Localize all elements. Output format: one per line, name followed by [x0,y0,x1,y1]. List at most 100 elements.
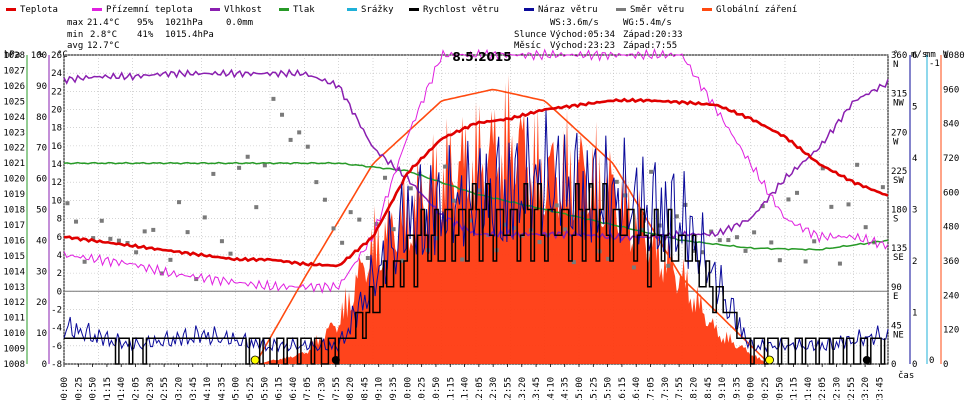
tick-label-degc: -6 [51,342,62,352]
time-tick-label: 11:15 [446,377,456,400]
tick-label-pct: 40 [36,236,47,246]
tick-label-degc: 8 [57,215,62,225]
wind-direction-point [134,250,139,255]
axis-unit-mm: mm [925,50,936,60]
wind-direction-point [219,239,224,244]
time-tick-label: 18:20 [689,377,699,400]
tick-label-pct: 70 [36,144,47,154]
tick-label-ms: 4 [912,154,917,164]
time-tick-label: 17:05 [647,377,657,400]
tick-label-hpa: 1020 [3,175,25,185]
wind-direction-point [709,229,714,234]
stat-max-label: max [67,18,84,28]
wind-direction-point [331,226,336,231]
sunrise-marker [250,355,260,365]
wind-direction-point [837,261,842,266]
wind-direction-point [752,230,757,235]
time-tick-label: 22:55 [847,377,857,400]
wind-direction-point [631,265,636,270]
wind-direction-point [468,218,473,223]
wind-direction-point [606,256,611,261]
moon-set: Západ:7:55 [623,41,677,51]
stat-min-temp: 2.8°C [90,30,117,40]
tick-label-pct: 20 [36,298,47,308]
stat-avg-label: avg [67,41,83,51]
wind-direction-point [760,204,765,209]
wind-direction-point [340,240,345,245]
wind-direction-point [262,163,267,168]
tick-label-direction: 180 [891,206,907,216]
axis-unit-wm2: W [943,50,949,60]
stat-max-hum: 95% [137,18,154,28]
tick-label-compass: SE [893,253,904,263]
time-tick-label: 12:55 [503,377,513,400]
time-tick-label: 17:30 [661,377,671,400]
time-tick-label: 10:25 [418,377,428,400]
tick-label-direction: 270 [891,128,907,138]
time-tick-label: 03:20 [174,377,184,400]
wind-direction-point [666,263,671,268]
tick-label-degc: 2 [57,269,62,279]
wind-direction-point [185,230,190,235]
time-tick-label: 02:30 [146,377,156,400]
tick-label-hpa: 1010 [3,329,25,339]
axis-unit-pct: % [38,50,44,60]
tick-label-direction: 225 [891,167,907,177]
tick-label-compass: N [893,60,898,70]
tick-label-compass: E [893,292,898,302]
tick-label-ms: 0 [912,360,917,370]
legend-swatch [616,8,626,11]
wind-direction-point [795,190,800,195]
tick-label-wm2: 720 [943,154,959,164]
time-tick-label: 05:00 [232,377,242,400]
legend-label: Srážky [361,5,394,15]
wind-direction-point [271,96,276,101]
tick-label-hpa: 1012 [3,298,25,308]
wind-direction-point [228,251,233,256]
wind-direction-point [357,217,362,222]
stat-min-hum: 41% [137,30,154,40]
tick-label-hpa: 1015 [3,252,25,262]
time-tick-label: 00:50 [89,377,99,400]
tick-label-mm: 0 [929,356,934,366]
tick-label-compass: NW [893,99,904,109]
tick-label-pct: 50 [36,206,47,216]
time-tick-label: 13:45 [532,377,542,400]
wind-direction-point [734,235,739,240]
wind-direction-point [305,144,310,149]
time-tick-label: 20:50 [775,377,785,400]
tick-label-hpa: 1009 [3,345,25,355]
wind-direction-point [211,171,216,176]
time-tick-label: 15:50 [604,377,614,400]
time-tick-label: 15:25 [589,377,599,400]
tick-label-wm2: 480 [943,223,959,233]
tick-label-degc: 24 [51,69,62,79]
wind-direction-point [383,175,388,180]
moonset-marker [331,356,340,364]
time-tick-label: 03:45 [189,377,199,400]
wind-direction-point [563,227,568,232]
wind-direction-point [692,248,697,253]
wind-direction-point [726,238,731,243]
stat-rain: 0.0mm [226,18,253,28]
sunset-marker [765,355,774,365]
time-tick-label: 07:55 [332,377,342,400]
wind-direction-point [288,137,293,142]
tick-label-degc: -4 [51,324,62,334]
legend-swatch [524,8,534,11]
tick-label-pct: 30 [36,267,47,277]
legend-label: Tlak [293,5,315,15]
tick-label-degc: 14 [51,160,62,170]
tick-label-degc: 10 [51,196,62,206]
tick-label-degc: 18 [51,124,62,134]
wind-direction-point [777,258,782,263]
time-tick-label: 18:45 [704,377,714,400]
tick-label-ms: 1 [912,309,917,319]
tick-label-direction: 315 [891,90,907,100]
wind-direction-point [571,260,576,265]
series-ground-temp-line [63,47,889,294]
time-tick-label: 08:20 [346,377,356,400]
radiation-clear-sky-line [254,88,768,365]
tick-label-degc: 20 [51,106,62,116]
tick-label-hpa: 1008 [3,360,25,370]
